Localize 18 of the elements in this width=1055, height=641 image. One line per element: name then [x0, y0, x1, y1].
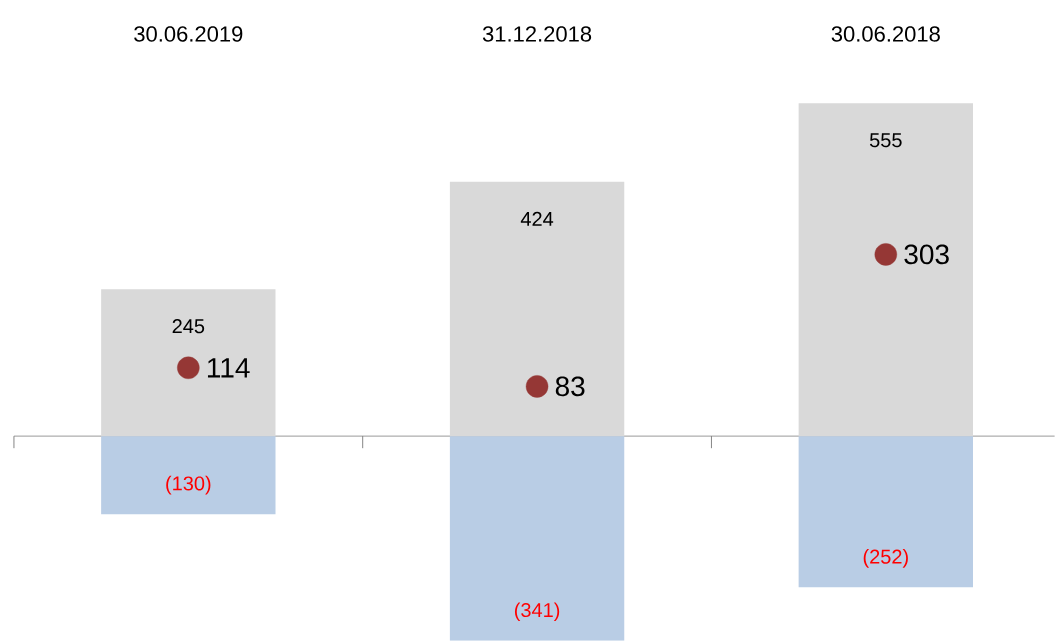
bar [101, 436, 276, 515]
data-label: 555 [869, 133, 902, 148]
x-tick-label: 30.06.2019 [134, 26, 243, 42]
data-label: (252) [863, 549, 908, 568]
data-label: 114 [207, 358, 250, 378]
data-label: 303 [904, 244, 949, 265]
bar [101, 289, 276, 437]
data-label: (341) [514, 602, 560, 622]
bar [449, 181, 625, 437]
x-tick-label: 31.12.2018 [482, 26, 592, 42]
x-tick-label: 30.06.2018 [831, 26, 940, 42]
data-label: 83 [555, 376, 585, 397]
bar [449, 436, 625, 641]
bar [798, 103, 973, 437]
data-label: 245 [172, 319, 205, 334]
bar [798, 436, 973, 588]
data-label: 424 [520, 211, 554, 226]
data-label: (130) [166, 475, 211, 495]
